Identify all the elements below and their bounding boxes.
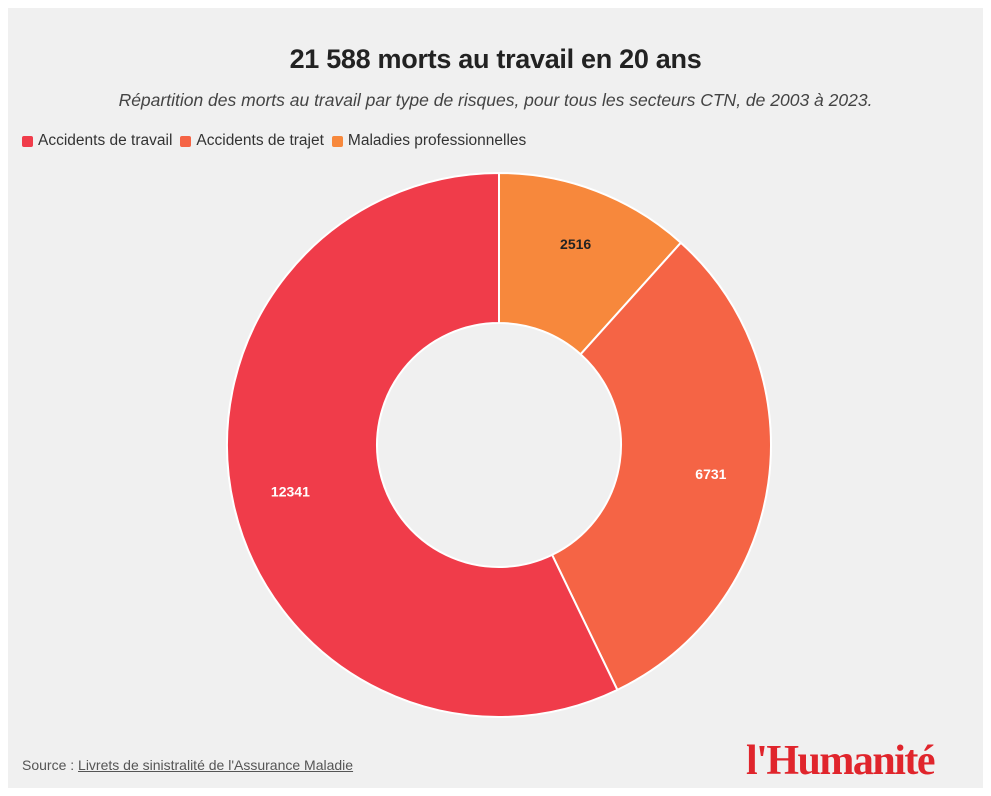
brand-logo: l'Humanité (746, 738, 936, 784)
legend-swatch (22, 135, 33, 147)
legend-label: Maladies professionnelles (347, 132, 527, 149)
legend: Accidents de travail Accidents de trajet… (22, 132, 534, 150)
donut-slice-maladies-professionnelles[interactable] (498, 171, 683, 356)
slice-value-label: 6731 (695, 466, 726, 482)
legend-swatch (331, 135, 343, 147)
chart-title: 21 588 morts au travail en 20 ans (289, 44, 702, 74)
donut-slice-accidents-de-travail[interactable] (226, 171, 619, 718)
source-prefix: Source : (22, 757, 79, 773)
legend-label: Accidents de trajet (196, 132, 324, 149)
chart-card: 21 588 morts au travail en 20 ans Répart… (8, 8, 983, 788)
donut-slice-accidents-de-trajet[interactable] (550, 241, 772, 692)
chart-subtitle: Répartition des morts au travail par typ… (118, 90, 873, 110)
donut-chart: 2516 6731 12341 (226, 171, 772, 718)
source-link[interactable]: Livrets de sinistralité de l'Assurance M… (78, 757, 354, 773)
legend-item-accidents-de-trajet[interactable]: Accidents de trajet (180, 132, 324, 150)
legend-label: Accidents de travail (38, 132, 173, 149)
slice-value-label: 12341 (271, 483, 310, 499)
legend-item-accidents-de-travail[interactable]: Accidents de travail (22, 132, 172, 150)
legend-swatch (180, 135, 192, 147)
legend-item-maladies-professionnelles[interactable]: Maladies professionnelles (331, 132, 527, 150)
slice-value-label: 2516 (560, 236, 591, 252)
source-note: Source : Livrets de sinistralité de l'As… (22, 757, 353, 773)
